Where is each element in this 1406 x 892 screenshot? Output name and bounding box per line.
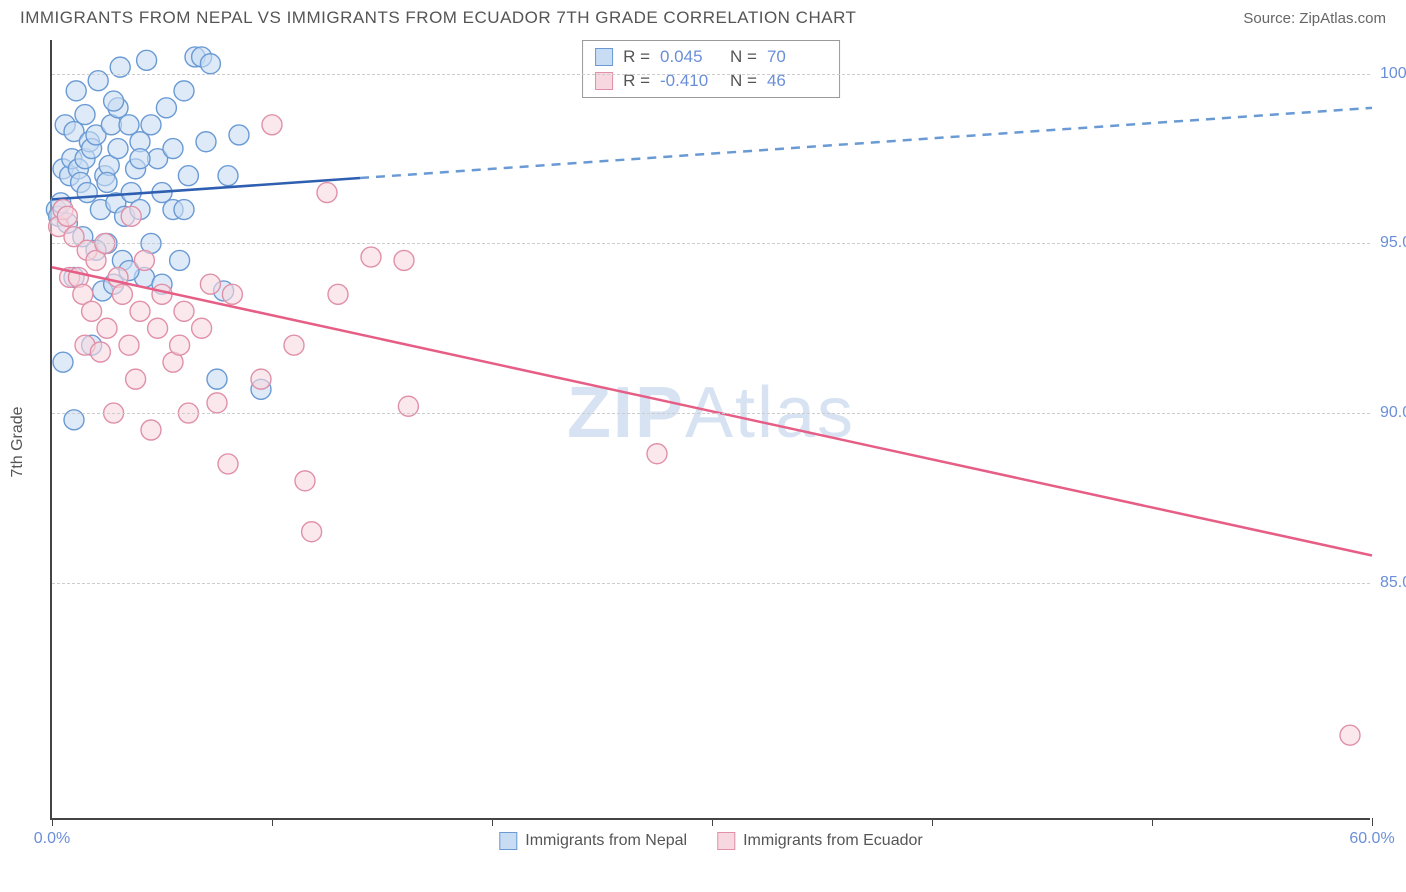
grid-line <box>52 243 1370 244</box>
legend-label: Immigrants from Nepal <box>525 832 687 850</box>
data-point <box>90 342 110 362</box>
data-point <box>121 206 141 226</box>
data-point <box>119 115 139 135</box>
data-point <box>75 105 95 125</box>
x-tick <box>1372 818 1373 826</box>
source-label: Source: <box>1243 10 1295 27</box>
x-tick <box>272 818 273 826</box>
stat-n-value: 70 <box>767 47 827 67</box>
data-point <box>174 200 194 220</box>
stat-r-value: 0.045 <box>660 47 720 67</box>
y-tick-label: 100.0% <box>1380 65 1406 83</box>
legend-bottom: Immigrants from Nepal Immigrants from Ecu… <box>499 832 922 850</box>
data-point <box>262 115 282 135</box>
data-point <box>222 284 242 304</box>
data-point <box>141 420 161 440</box>
data-point <box>200 274 220 294</box>
plot-area: ZIPAtlas R =0.045N =70R =-0.410N =46 Imm… <box>50 40 1370 820</box>
stats-row: R =-0.410N =46 <box>595 69 827 93</box>
data-point <box>170 335 190 355</box>
x-tick <box>1152 818 1153 826</box>
x-tick-label-right: 60.0% <box>1349 830 1394 848</box>
y-axis-label: 7th Grade <box>9 406 27 477</box>
stats-row: R = 0.045 N = 70 <box>595 45 827 69</box>
data-point <box>647 444 667 464</box>
data-point <box>251 369 271 389</box>
y-tick-label: 90.0% <box>1380 404 1406 422</box>
data-point <box>229 125 249 145</box>
data-point <box>317 183 337 203</box>
source-name: ZipAtlas.com <box>1299 10 1386 27</box>
y-tick-label: 85.0% <box>1380 574 1406 592</box>
series-swatch <box>595 48 613 66</box>
data-point <box>148 318 168 338</box>
legend-swatch <box>499 832 517 850</box>
x-tick <box>712 818 713 826</box>
data-point <box>207 393 227 413</box>
grid-line <box>52 413 1370 414</box>
data-point <box>119 335 139 355</box>
chart-container: 7th Grade ZIPAtlas R =0.045N =70R =-0.41… <box>0 32 1406 852</box>
data-point <box>77 183 97 203</box>
data-point <box>126 369 146 389</box>
plot-svg <box>52 40 1372 820</box>
data-point <box>66 81 86 101</box>
data-point <box>130 149 150 169</box>
x-tick-label-left: 0.0% <box>34 830 70 848</box>
data-point <box>394 250 414 270</box>
data-point <box>178 166 198 186</box>
data-point <box>218 166 238 186</box>
data-point <box>361 247 381 267</box>
data-point <box>104 91 124 111</box>
data-point <box>174 301 194 321</box>
data-point <box>196 132 216 152</box>
data-point <box>163 139 183 159</box>
data-point <box>108 139 128 159</box>
data-point <box>1340 725 1360 745</box>
regression-line-solid <box>52 267 1372 555</box>
regression-line-dashed <box>360 108 1372 178</box>
data-point <box>156 98 176 118</box>
data-point <box>218 454 238 474</box>
data-point <box>295 471 315 491</box>
data-point <box>97 172 117 192</box>
stat-n-label: N = <box>730 47 757 67</box>
data-point <box>82 301 102 321</box>
chart-title: IMMIGRANTS FROM NEPAL VS IMMIGRANTS FROM… <box>20 8 856 28</box>
chart-header: IMMIGRANTS FROM NEPAL VS IMMIGRANTS FROM… <box>0 0 1406 32</box>
data-point <box>284 335 304 355</box>
grid-line <box>52 74 1370 75</box>
data-point <box>170 250 190 270</box>
chart-source: Source: ZipAtlas.com <box>1243 10 1386 27</box>
data-point <box>328 284 348 304</box>
grid-line <box>52 583 1370 584</box>
y-tick-label: 95.0% <box>1380 234 1406 252</box>
data-point <box>134 250 154 270</box>
x-tick <box>932 818 933 826</box>
data-point <box>200 54 220 74</box>
legend-item: Immigrants from Ecuador <box>717 832 923 850</box>
stat-r-label: R = <box>623 47 650 67</box>
legend-swatch <box>717 832 735 850</box>
data-point <box>141 115 161 135</box>
legend-label: Immigrants from Ecuador <box>743 832 923 850</box>
stats-legend-box: R = 0.045 N = 70R =-0.410N =46 <box>582 40 840 98</box>
data-point <box>130 301 150 321</box>
data-point <box>207 369 227 389</box>
data-point <box>112 284 132 304</box>
data-point <box>152 284 172 304</box>
data-point <box>97 318 117 338</box>
data-point <box>174 81 194 101</box>
data-point <box>302 522 322 542</box>
x-tick <box>492 818 493 826</box>
x-tick <box>52 818 53 826</box>
data-point <box>57 206 77 226</box>
data-point <box>53 352 73 372</box>
data-point <box>192 318 212 338</box>
legend-item: Immigrants from Nepal <box>499 832 687 850</box>
data-point <box>137 50 157 70</box>
